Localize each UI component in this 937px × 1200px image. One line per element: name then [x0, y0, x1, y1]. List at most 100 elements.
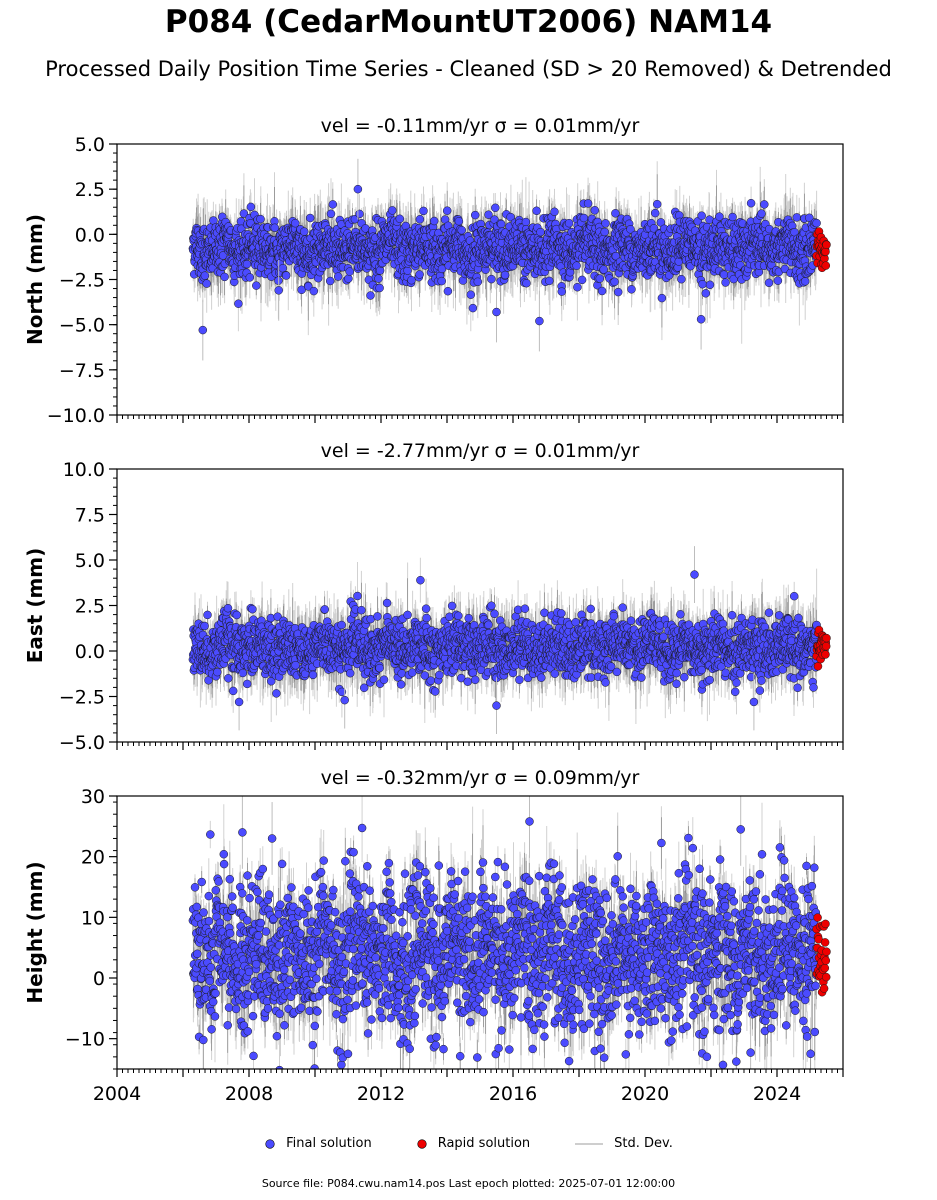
final-point: [506, 212, 515, 222]
final-point: [242, 259, 252, 269]
y-tick-label: 10.0: [63, 459, 105, 481]
final-point: [696, 314, 706, 324]
final-point: [305, 213, 315, 223]
final-point: [487, 274, 496, 284]
rapid-solution-points: [812, 625, 831, 671]
final-point: [442, 206, 452, 215]
y-tick-label: −2.5: [59, 687, 105, 709]
final-point: [242, 679, 252, 689]
final-point: [728, 212, 737, 222]
final-point: [207, 1025, 216, 1034]
final-point: [223, 603, 233, 613]
y-tick-label: −2.5: [59, 270, 105, 292]
rapid-point: [821, 641, 831, 651]
final-point: [812, 218, 821, 228]
final-point: [345, 668, 355, 678]
final-point: [536, 227, 545, 237]
final-point: [205, 976, 215, 986]
final-point: [234, 697, 244, 707]
final-point: [595, 274, 605, 283]
final-point: [192, 902, 202, 912]
y-tick-label: 2.5: [75, 179, 105, 201]
final-point: [487, 601, 496, 610]
final-point: [463, 677, 472, 686]
final-point: [308, 670, 318, 680]
y-tick-label: −5.0: [59, 732, 105, 754]
panel-3-data: [188, 796, 831, 1069]
final-point: [746, 198, 756, 208]
final-point: [337, 620, 346, 630]
y-tick-label: 5.0: [75, 550, 105, 572]
final-point: [309, 286, 319, 296]
final-point: [232, 610, 242, 620]
final-point: [800, 277, 810, 286]
final-point: [270, 223, 280, 233]
final-point: [454, 216, 464, 226]
final-point: [490, 609, 499, 619]
final-point: [200, 271, 210, 280]
y-axis-label: North (mm): [23, 214, 47, 345]
final-point: [676, 610, 685, 619]
final-point: [273, 612, 282, 621]
final-point: [611, 251, 621, 261]
final-point: [403, 266, 412, 275]
final-point: [379, 675, 389, 684]
final-point: [366, 291, 375, 300]
final-point: [470, 210, 480, 220]
final-point: [597, 286, 607, 296]
final-point: [793, 683, 802, 693]
final-point: [573, 282, 582, 292]
final-point: [193, 949, 202, 959]
final-point: [239, 209, 249, 218]
final-point: [601, 219, 610, 228]
final-point: [637, 673, 646, 682]
final-point: [550, 207, 559, 217]
final-point: [206, 830, 215, 839]
final-point: [613, 287, 623, 297]
final-point: [557, 287, 567, 296]
final-point: [248, 604, 257, 614]
final-point: [590, 206, 600, 215]
final-point: [697, 665, 706, 675]
final-point: [426, 676, 436, 685]
final-point: [375, 266, 385, 275]
final-point: [395, 214, 405, 224]
final-point: [437, 276, 446, 286]
final-point: [415, 270, 424, 279]
final-point: [698, 279, 707, 289]
final-point: [199, 908, 208, 917]
final-point: [626, 225, 635, 234]
final-point: [422, 613, 431, 623]
rapid-point: [821, 650, 830, 659]
final-point: [454, 611, 463, 621]
final-point: [760, 200, 769, 209]
figure-subtitle: Processed Daily Position Time Series - C…: [45, 57, 892, 81]
final-point: [353, 591, 362, 601]
final-point: [577, 275, 587, 285]
final-point: [198, 325, 208, 335]
final-point: [204, 916, 214, 926]
final-point: [430, 687, 440, 696]
final-point: [328, 200, 338, 209]
final-point: [545, 276, 554, 286]
final-point: [200, 621, 209, 631]
final-point: [500, 270, 510, 280]
final-point: [749, 697, 759, 707]
final-point: [611, 209, 620, 218]
final-point: [373, 612, 382, 621]
final-point: [252, 281, 261, 290]
final-point: [521, 217, 531, 227]
final-point: [484, 210, 493, 219]
final-point: [297, 285, 306, 295]
figure-title: P084 (CedarMountUT2006) NAM14: [164, 4, 773, 40]
final-point: [727, 610, 737, 620]
final-solution-points: [188, 158, 821, 361]
final-point: [333, 272, 343, 281]
final-point: [457, 225, 466, 235]
final-point: [715, 212, 724, 221]
final-point: [535, 316, 544, 326]
final-point: [649, 224, 659, 233]
final-point: [496, 219, 506, 229]
